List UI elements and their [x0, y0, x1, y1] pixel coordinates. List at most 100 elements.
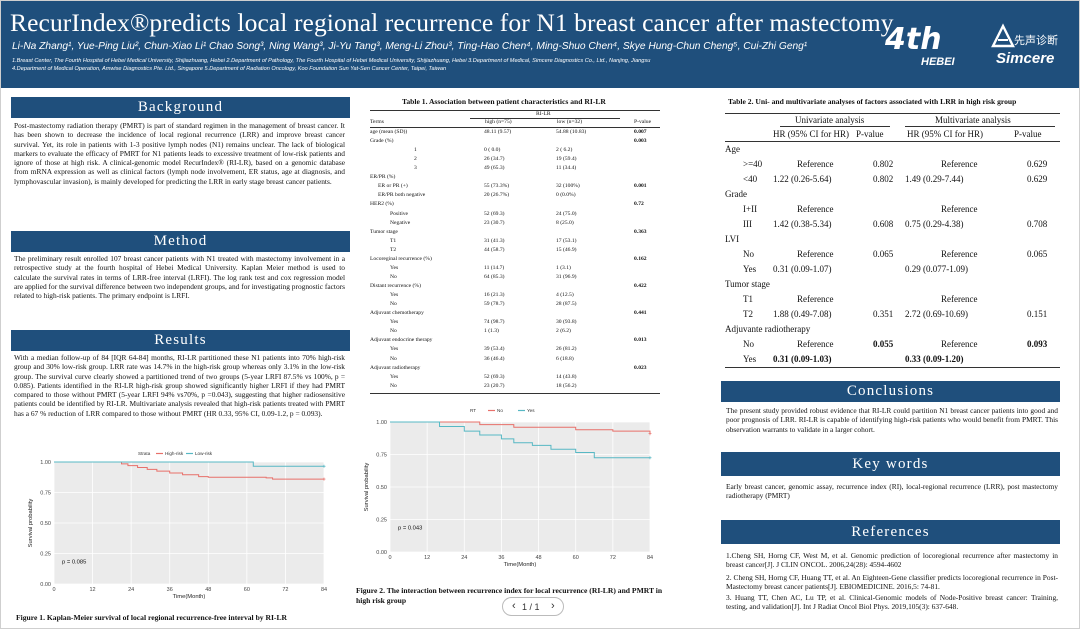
table2-top-rule [725, 113, 1060, 114]
prev-page-button[interactable]: ‹ [512, 600, 516, 612]
legend-label: No [497, 408, 503, 413]
next-page-button[interactable]: › [551, 600, 555, 612]
table1-cell-low: 24 (75.0) [556, 210, 577, 217]
y-tick-label: 0.75 [376, 453, 387, 459]
table1-cell-low: 11 (34.4) [556, 165, 577, 172]
table2-cell-uni-hr: Reference [797, 204, 834, 214]
table2-cell-uni-p: 0.065 [873, 249, 894, 259]
table2-col-multi-p: P-value [1014, 129, 1042, 139]
table2-row: Grade [725, 189, 1060, 201]
table1-cell-high: 52 (69.3) [484, 373, 505, 380]
table2-row: I+II Reference Reference [725, 204, 1060, 216]
table1-caption: Table 1. Association between patient cha… [402, 97, 606, 106]
keywords-heading: Key words [721, 452, 1060, 476]
table1-cell-label: Adjuvant endocrine therapy [370, 337, 433, 344]
table2-row: No Reference 0.065 Reference 0.065 [725, 249, 1060, 261]
table1-cell-label: Locoreginal recurrence (%) [370, 255, 432, 262]
table2-cell-multi-hr: 0.75 (0.29-4.38) [905, 219, 964, 229]
x-tick-label: 0 [52, 587, 55, 593]
table2-header-rule [725, 141, 1060, 142]
table2-row: T2 1.88 (0.49-7.08) 0.351 2.72 (0.69-10.69)… [725, 309, 1060, 321]
table2-cell-uni-hr: Reference [797, 339, 834, 349]
table2-cell-label: Tumor stage [725, 279, 770, 289]
y-tick-label: 0.50 [40, 521, 51, 527]
x-tick-label: 84 [647, 555, 653, 561]
table2-row: Yes 0.31 (0.09-1.03) 0.33 (0.09-1.20) [725, 354, 1060, 366]
table1-row: No 36 (46.4) 6 (18.8) [370, 356, 660, 363]
table2-cell-label: LVI [725, 234, 740, 244]
table1-row: Tumor stage 0.363 [370, 229, 660, 236]
table2-cell-label: I+II [743, 204, 758, 214]
table1-cell-high: 74 (98.7) [484, 319, 505, 326]
table2-cell-uni-hr: 0.31 (0.09-1.03) [773, 354, 832, 364]
table1-col-terms: Terms [370, 119, 384, 125]
table1-cell-label: ER/PR both negative [378, 192, 426, 199]
table2-cell-uni-p: 0.608 [873, 219, 894, 229]
table2-uni-rule [780, 126, 890, 127]
table1-cell-low: 54.88 (10.83) [556, 129, 587, 135]
table1-cell-label: Yes [390, 264, 399, 271]
table2-col-multi-hr: HR (95% CI for HR) [907, 129, 983, 139]
table1-cell-high: 23 (20.7) [484, 382, 505, 389]
table1-cell-high: 0 ( 0.0) [484, 147, 501, 154]
table1-cell-low: 17 (53.1) [556, 237, 577, 244]
y-tick-label: 1.00 [40, 460, 51, 466]
reference-item: 3. Huang TT, Chen AC, Lu TP, et al. Clin… [726, 593, 1058, 612]
figure2-caption-line2: high risk group [356, 596, 407, 605]
table2-cell-label: >=40 [743, 159, 763, 169]
table2-cell-multi-p: 0.708 [1027, 219, 1048, 229]
x-tick-label: 12 [90, 587, 96, 593]
table2-caption: Table 2. Uni- and multivariate analyses … [728, 97, 1017, 106]
table1-cell-label: HER2 (%) [370, 201, 394, 208]
km-curve-no [390, 421, 651, 434]
table2-cell-multi-hr: Reference [941, 159, 978, 169]
table1-row: Locoreginal recurrence (%) 0.162 [370, 256, 660, 263]
table1-top-rule [370, 110, 660, 111]
legend-title: RT [470, 408, 476, 413]
x-axis-label: Time(Month) [173, 594, 206, 600]
table2-cell-multi-p: 0.065 [1027, 249, 1048, 259]
table2-cell-label: Yes [743, 264, 757, 274]
table1-cell-label: Yes [390, 319, 399, 326]
table2-cell-multi-p: 0.093 [1027, 339, 1048, 349]
table1-row: Yes 52 (69.3) 14 (43.8) [370, 374, 660, 381]
table1-row: T1 31 (41.3) 17 (53.1) [370, 238, 660, 245]
table1-cell-pvalue: 0.72 [634, 201, 644, 208]
table2-cell-label: Age [725, 144, 740, 154]
table1-cell-high: 59 (78.7) [484, 301, 505, 308]
table1-cell-pvalue: 0.363 [634, 228, 647, 235]
table2-cell-multi-hr: 2.72 (0.69-10.69) [905, 309, 968, 319]
table1-cell-label: Distant recurrence (%) [370, 283, 421, 290]
table2-cell-label: No [743, 249, 754, 259]
table1-row: ER/PR both negative 20 (26.7%) 0 (0.0%) [370, 192, 660, 199]
table1-row: 3 49 (65.3) 11 (34.4) [370, 165, 660, 172]
table1-cell-low: 26 (81.2) [556, 346, 577, 353]
table2-cell-multi-hr: Reference [941, 294, 978, 304]
legend-label: Yes [527, 408, 535, 413]
table1-cell-pvalue: 0.422 [634, 283, 647, 290]
table2-row: No Reference 0.055 Reference 0.093 [725, 339, 1060, 351]
x-axis-label: Time(Month) [504, 562, 537, 568]
method-heading: Method [11, 231, 350, 252]
table2-bottom-rule [725, 367, 1060, 368]
table1-cell-high: 26 (34.7) [484, 156, 505, 163]
table2-cell-uni-hr: 1.42 (0.38-5.34) [773, 219, 832, 229]
km-curve-low-risk [54, 461, 324, 467]
x-tick-label: 72 [282, 587, 288, 593]
table2-cell-uni-p: 0.802 [873, 159, 894, 169]
table1-bottom-rule [370, 392, 660, 394]
table1-cell-high: 36 (46.4) [484, 355, 505, 362]
table1-row: Grade (%) 0.003 [370, 138, 660, 145]
table1-group-rule [470, 118, 620, 119]
table2-row: Age [725, 144, 1060, 156]
figure2-caption-line1: Figure 2. The interaction between recurr… [356, 586, 663, 595]
table1-row: Yes 74 (98.7) 30 (93.8) [370, 319, 660, 326]
table1-cell-pvalue: 0.013 [634, 337, 647, 344]
table2-cell-multi-hr: Reference [941, 249, 978, 259]
table1-cell-high: 39 (53.4) [484, 346, 505, 353]
table2-cell-label: III [743, 219, 752, 229]
table1-row: 2 26 (34.7) 19 (59.4) [370, 156, 660, 163]
table2-cell-label: Grade [725, 189, 747, 199]
figure2-km-chart: 0.00 0.25 0.50 0.75 1.00 0 12 24 36 48 60 72 84 Time(… [364, 408, 653, 568]
x-tick-label: 48 [205, 587, 211, 593]
